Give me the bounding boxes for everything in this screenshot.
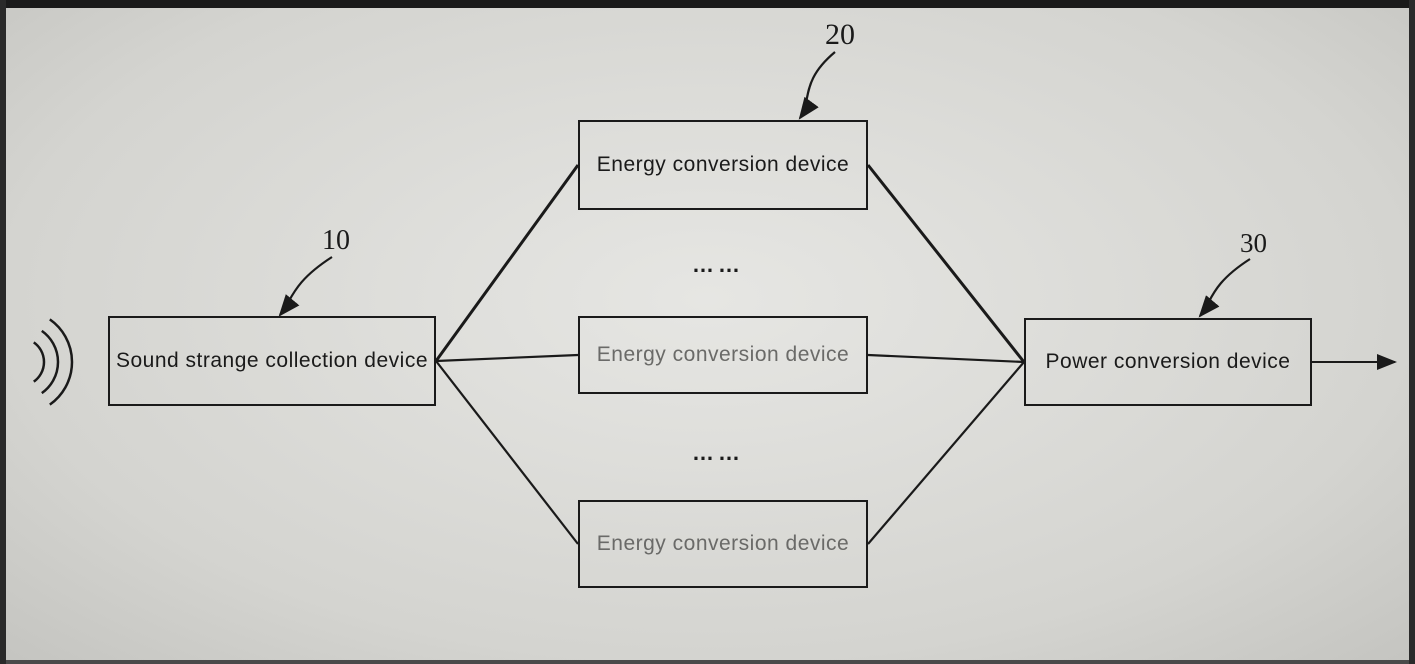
ellipsis-top: …… bbox=[692, 252, 744, 278]
node-sound-collection: Sound strange collection device bbox=[108, 316, 436, 406]
node-label: Energy conversion device bbox=[597, 343, 849, 367]
node-energy-conversion-bot: Energy conversion device bbox=[578, 500, 868, 588]
ellipsis-bottom: …… bbox=[692, 440, 744, 466]
node-label: Energy conversion device bbox=[597, 153, 849, 177]
ref-label-30: 30 bbox=[1240, 228, 1267, 259]
node-power-conversion: Power conversion device bbox=[1024, 318, 1312, 406]
node-label: Energy conversion device bbox=[597, 532, 849, 556]
node-energy-conversion-mid: Energy conversion device bbox=[578, 316, 868, 394]
node-energy-conversion-top: Energy conversion device bbox=[578, 120, 868, 210]
node-label: Sound strange collection device bbox=[116, 349, 428, 373]
ref-label-10: 10 bbox=[322, 225, 350, 257]
sound-waves-icon bbox=[34, 319, 72, 404]
node-label: Power conversion device bbox=[1046, 350, 1291, 374]
ref-label-20: 20 bbox=[825, 18, 855, 52]
